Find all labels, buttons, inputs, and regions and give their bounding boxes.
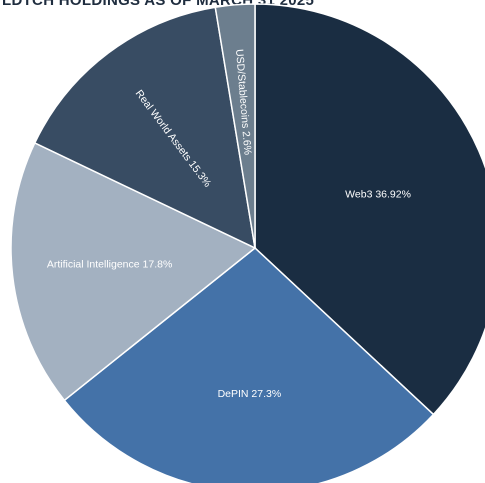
pie-label-web3: Web3 36.92% (345, 188, 411, 200)
chart-title: LDTCH HOLDINGS AS OF MARCH 31 2025 (2, 0, 315, 9)
pie-slice-depin (63, 247, 435, 483)
pie-label-depin: DePIN 27.3% (218, 388, 282, 400)
pie-slice-web3 (254, 3, 485, 416)
pie-slice-usd (214, 3, 256, 249)
pie-slice-ai (10, 141, 257, 402)
pie-slices (10, 3, 485, 483)
pie-slice-rwa (33, 6, 256, 250)
pie-label-ai: Artificial Intelligence 17.8% (47, 258, 172, 270)
